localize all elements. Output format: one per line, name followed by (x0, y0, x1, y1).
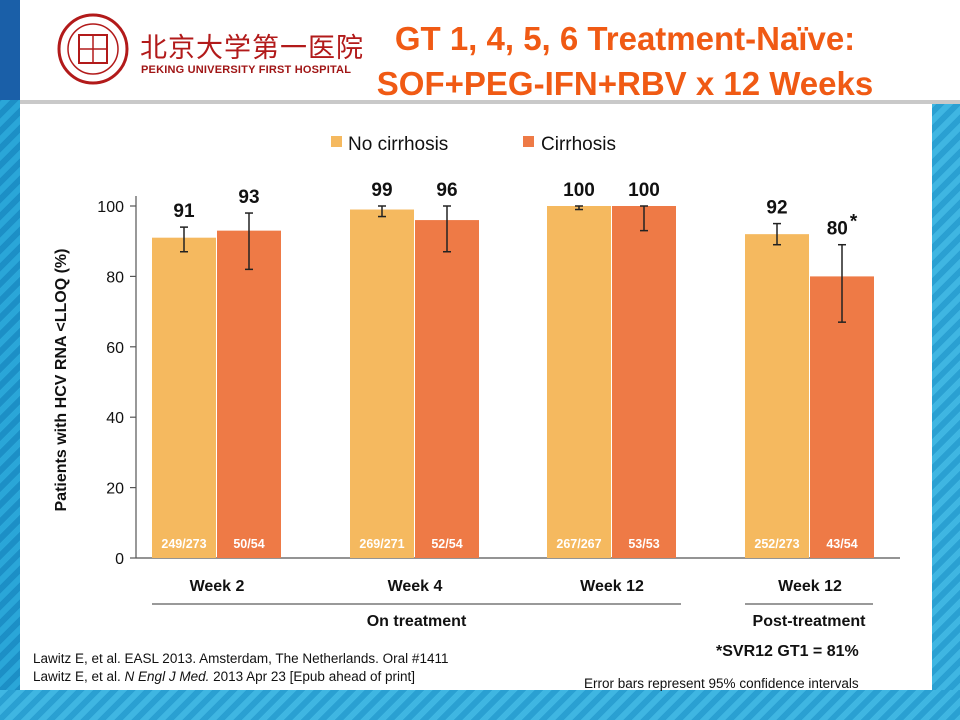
bar-value-label: 99 (371, 180, 392, 201)
x-category-label: Week 12 (580, 578, 644, 595)
y-tick-label: 60 (106, 340, 124, 357)
reference-2-authors: Lawitz E, et al. (33, 669, 125, 684)
slide-title: GT 1, 4, 5, 6 Treatment-Naïve: SOF+PEG-I… (325, 16, 925, 106)
group-label: Post-treatment (753, 613, 867, 630)
x-category-label: Week 12 (778, 578, 842, 595)
y-tick-label: 0 (115, 551, 124, 568)
bar-value-label: 80 * (827, 212, 858, 240)
y-axis-label: Patients with HCV RNA <LLOQ (%) (53, 249, 70, 512)
legend-label-no-cirrhosis: No cirrhosis (348, 134, 448, 155)
bar-count-label: 43/54 (826, 537, 857, 551)
y-tick-label: 80 (106, 269, 124, 286)
title-line-2: SOF+PEG-IFN+RBV x 12 Weeks (376, 65, 874, 102)
bar-value-label: 92 (766, 198, 787, 219)
group-label: On treatment (367, 613, 467, 630)
bar-count-label: 252/273 (754, 537, 799, 551)
reference-1: Lawitz E, et al. EASL 2013. Amsterdam, T… (33, 651, 449, 666)
bar-count-label: 267/267 (556, 537, 601, 551)
bar-value-label: 100 (563, 180, 595, 201)
chart-bars: 91 249/273 93 50/54 99 269/271 96 52/54 100 267/2… (152, 180, 874, 558)
slide-header (20, 0, 960, 100)
y-tick-label: 20 (106, 481, 124, 498)
value-asterisk: * (850, 212, 858, 233)
x-category-label: Week 4 (388, 578, 443, 595)
bar-count-label: 269/271 (359, 537, 404, 551)
top-left-accent (0, 0, 20, 100)
chart-legend: No cirrhosis Cirrhosis (331, 134, 616, 155)
bar (350, 209, 414, 558)
bar (745, 234, 809, 558)
bar (547, 206, 611, 558)
y-tick-label: 100 (97, 199, 124, 216)
title-line-1: GT 1, 4, 5, 6 Treatment-Naïve: (394, 20, 856, 57)
x-category-label: Week 2 (190, 578, 245, 595)
bar-value-label: 100 (628, 180, 660, 201)
svr-footnote: *SVR12 GT1 = 81% (716, 643, 859, 660)
bar-value-label: 96 (436, 180, 457, 201)
bar-value-label: 93 (238, 187, 259, 208)
x-axis-categories: Week 2 Week 4 Week 12 Week 12 On treatment Po… (152, 578, 873, 630)
university-seal-logo (57, 13, 129, 85)
bar-count-label: 52/54 (431, 537, 462, 551)
bar (152, 237, 216, 558)
legend-label-cirrhosis: Cirrhosis (541, 134, 616, 155)
header-divider (20, 100, 960, 104)
y-tick-label: 40 (106, 410, 124, 427)
bar (217, 230, 281, 558)
bar-count-label: 50/54 (233, 537, 264, 551)
reference-2-date: 2013 Apr 23 [Epub ahead of print] (209, 669, 416, 684)
reference-2-journal: N Engl J Med. (124, 669, 210, 684)
bar (810, 276, 874, 558)
reference-2: Lawitz E, et al. N Engl J Med. 2013 Apr … (33, 669, 415, 684)
right-stripe-decoration (932, 100, 960, 720)
hospital-name-english: PEKING UNIVERSITY FIRST HOSPITAL (141, 64, 352, 76)
bar-value-label: 91 (173, 201, 195, 222)
legend-swatch-no-cirrhosis (331, 136, 342, 147)
bar (612, 206, 676, 558)
hospital-name-chinese: 北京大学第一医院 (140, 33, 364, 64)
bar (415, 220, 479, 558)
bar-count-label: 53/53 (628, 537, 659, 551)
left-stripe-decoration (0, 0, 20, 720)
bottom-stripe-decoration (0, 690, 960, 720)
error-bar-note: Error bars represent 95% confidence inte… (584, 676, 859, 691)
legend-swatch-cirrhosis (523, 136, 534, 147)
bar-count-label: 249/273 (161, 537, 206, 551)
